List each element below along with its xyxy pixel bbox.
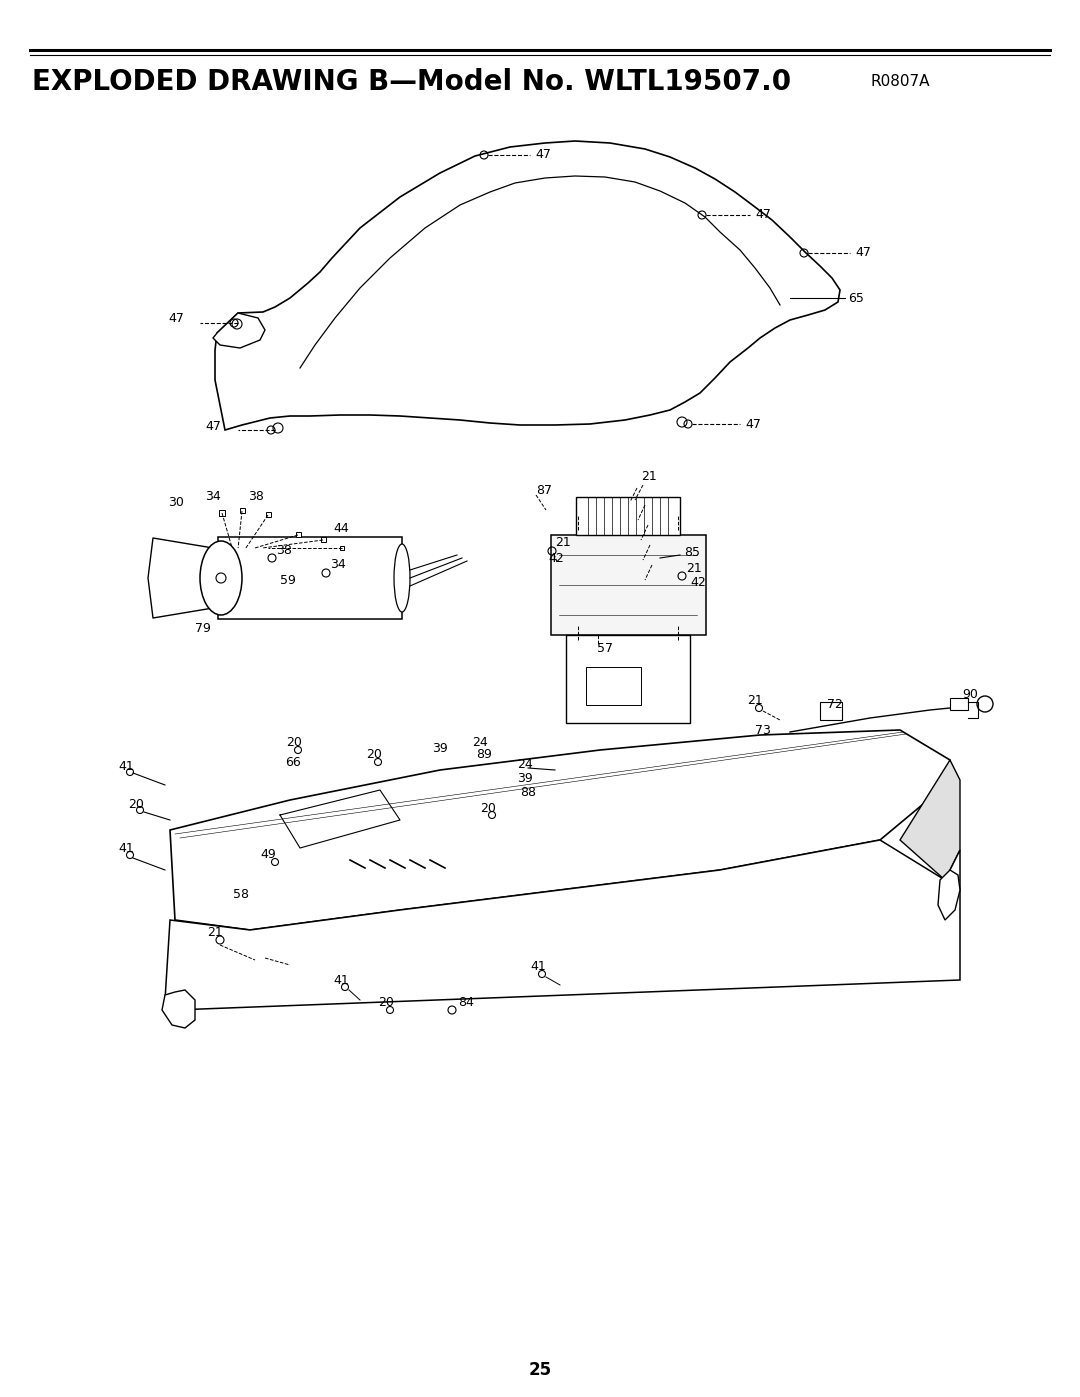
Text: 58: 58 [233,888,249,901]
Bar [576,497,680,535]
Text: 21: 21 [555,536,570,549]
Text: 47: 47 [855,246,870,260]
Text: 42: 42 [548,552,564,564]
Text: 30: 30 [168,496,184,509]
Polygon shape [215,141,840,430]
Text: 47: 47 [755,208,771,222]
Polygon shape [900,760,960,880]
Text: 41: 41 [333,974,349,986]
Text: 73: 73 [755,724,771,736]
Bar [240,509,245,513]
Text: 88: 88 [519,787,536,799]
Text: EXPLODED DRAWING B—Model No. WLTL19507.0: EXPLODED DRAWING B—Model No. WLTL19507.0 [32,68,792,96]
Text: 90: 90 [962,689,977,701]
Bar [820,703,842,719]
Text: 72: 72 [827,698,842,711]
Ellipse shape [200,541,242,615]
Text: 44: 44 [333,522,349,535]
Text: 47: 47 [745,418,761,430]
Bar [340,546,345,550]
Text: 38: 38 [276,545,292,557]
Text: 20: 20 [286,736,302,750]
Text: 47: 47 [535,148,551,162]
Text: 24: 24 [472,735,488,749]
Ellipse shape [394,543,410,612]
Bar [586,666,642,705]
Text: 39: 39 [432,742,448,754]
Bar [321,536,326,542]
Text: 34: 34 [205,490,220,503]
Text: 66: 66 [285,757,300,770]
Text: 20: 20 [366,749,382,761]
Text: 21: 21 [747,693,762,707]
Text: 42: 42 [690,577,705,590]
Text: 21: 21 [207,925,222,939]
Circle shape [216,573,226,583]
Polygon shape [218,536,402,619]
Text: 34: 34 [330,559,346,571]
Text: 25: 25 [528,1361,552,1379]
Text: 87: 87 [536,483,552,496]
Text: 41: 41 [530,960,545,972]
Text: 41: 41 [118,760,134,773]
Polygon shape [213,313,265,348]
Bar [266,511,271,517]
Text: 79: 79 [195,622,211,634]
Text: 49: 49 [260,848,275,862]
Bar [296,532,301,536]
Text: 59: 59 [280,574,296,587]
Text: 20: 20 [480,802,496,814]
Text: R0807A: R0807A [870,74,930,89]
Bar [551,535,706,636]
Bar [566,636,690,724]
Text: 24: 24 [517,759,532,771]
Polygon shape [170,731,950,930]
Polygon shape [165,840,960,1010]
Text: 57: 57 [597,641,613,655]
Text: 47: 47 [168,313,184,326]
Text: 20: 20 [378,996,394,1010]
Polygon shape [939,870,960,921]
Text: 85: 85 [684,545,700,559]
Text: 21: 21 [686,562,702,574]
Text: 38: 38 [248,489,264,503]
Text: 65: 65 [848,292,864,305]
Text: 47: 47 [205,419,221,433]
Bar [219,510,225,515]
Text: 20: 20 [129,798,144,810]
Text: 21: 21 [642,471,657,483]
Bar [950,698,968,710]
Text: 84: 84 [458,996,474,1009]
Text: 39: 39 [517,773,532,785]
Text: 89: 89 [476,749,491,761]
Text: 41: 41 [118,842,134,855]
Polygon shape [162,990,195,1028]
